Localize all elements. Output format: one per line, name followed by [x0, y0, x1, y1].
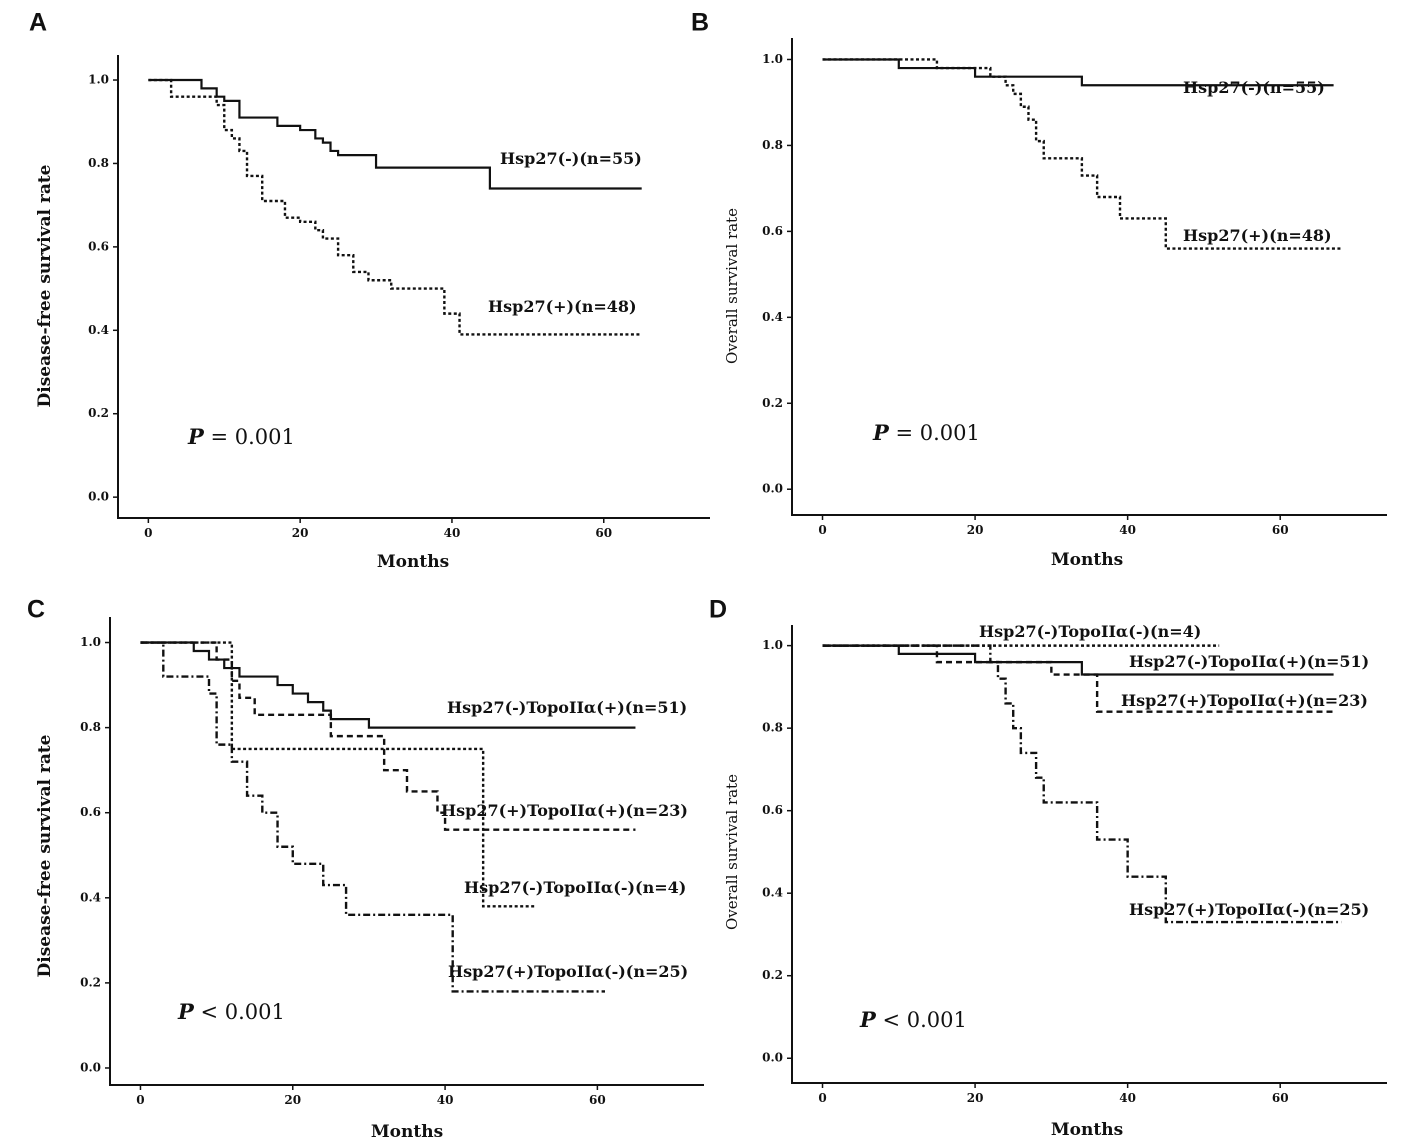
y-tick-label: 0.2: [762, 968, 783, 982]
km-curve-hsp27-pos-n-48: [148, 78, 642, 336]
x-tick-label: 60: [595, 526, 612, 540]
km-curve-hsp27-pos-n-48: [822, 58, 1342, 250]
curve-label-hsp27-pos-n-48: Hsp27(+)(n=48): [488, 297, 637, 316]
x-tick-label: 0: [818, 1091, 826, 1105]
y-tick-label: 0.4: [88, 323, 109, 337]
p-value-symbol: P: [177, 999, 195, 1024]
p-value-symbol: P: [187, 424, 205, 449]
km-curve-hsp27-postopoiia-pos-n-23: [822, 644, 1334, 713]
axis-frame: [791, 625, 1387, 1084]
panel-letter: D: [709, 596, 727, 624]
x-tick-label: 20: [967, 523, 984, 537]
p-value-symbol: P: [859, 1007, 877, 1032]
y-tick-label: 0.0: [762, 482, 783, 496]
y-tick-label: 0.4: [762, 886, 783, 900]
p-value-symbol: P: [872, 420, 890, 445]
axis-frame: [117, 55, 710, 519]
x-tick-label: 60: [1272, 523, 1289, 537]
x-axis-title: Months: [377, 552, 449, 572]
curve-label-hsp27-negtopoiia-pos-n-51: Hsp27(-)TopoIIα(+)(n=51): [447, 698, 687, 717]
curve-label-hsp27-neg-n-55: Hsp27(-)(n=55): [500, 149, 642, 168]
panel-b: B 0.0 0.2 0.4 0.6 0.8 1.0 0 20 40 60 Months Overall …: [691, 9, 1387, 570]
x-tick-label: 20: [292, 526, 309, 540]
km-curve-hsp27-negtopoiia-pos-n-51: [822, 644, 1334, 676]
km-curve-hsp27-negtopoiia-neg-n-4: [140, 641, 537, 908]
y-tick-label: 0.4: [80, 890, 101, 904]
km-curve-hsp27-neg-n-55: [148, 78, 642, 190]
y-tick-label: 0.0: [762, 1051, 783, 1065]
y-tick-label: 0.2: [88, 406, 109, 420]
y-tick-label: 1.0: [80, 635, 101, 649]
panel-letter: C: [27, 596, 45, 624]
y-tick-label: 0.8: [762, 721, 783, 735]
x-axis-title: Months: [371, 1122, 443, 1142]
y-tick-label: 0.8: [88, 156, 109, 170]
p-value: P = 0.001: [872, 420, 980, 445]
km-curve-hsp27-postopoiia-neg-n-25: [822, 644, 1342, 924]
x-tick-label: 40: [444, 526, 461, 540]
panel-c: C 0.0 0.2 0.4 0.6 0.8 1.0 0 20 40 60 Months Disease-…: [27, 596, 704, 1142]
panel-letter: A: [29, 9, 47, 37]
panel-a: A 0.0 0.2 0.4 0.6 0.8 1.0 0 20 40 60 Months Disease-…: [29, 9, 710, 572]
x-tick-label: 40: [1119, 1091, 1136, 1105]
y-tick-label: 0.8: [80, 720, 101, 734]
p-value-text: < 0.001: [876, 1008, 967, 1032]
y-tick-label: 0.2: [80, 975, 101, 989]
x-tick-label: 0: [818, 523, 826, 537]
y-axis-title: Disease-free survival rate: [35, 734, 55, 977]
y-axis-title: Disease-free survival rate: [35, 164, 55, 407]
p-value: P < 0.001: [177, 999, 285, 1024]
curve-label-hsp27-postopoiia-pos-n-23: Hsp27(+)TopoIIα(+)(n=23): [1121, 691, 1368, 710]
y-tick-label: 0.8: [762, 138, 783, 152]
y-tick-label: 0.6: [88, 239, 109, 253]
x-tick-label: 40: [437, 1093, 454, 1107]
curve-label-hsp27-postopoiia-pos-n-23: Hsp27(+)TopoIIα(+)(n=23): [441, 801, 688, 820]
p-value-text: = 0.001: [204, 425, 295, 449]
curve-label-hsp27-negtopoiia-pos-n-51: Hsp27(-)TopoIIα(+)(n=51): [1129, 652, 1369, 671]
y-tick-label: 0.6: [762, 803, 783, 817]
y-tick-label: 0.6: [762, 224, 783, 238]
x-tick-label: 0: [136, 1093, 144, 1107]
y-axis-title: Overall survival rate: [723, 774, 741, 930]
x-tick-label: 20: [284, 1093, 301, 1107]
x-axis-title: Months: [1051, 1120, 1123, 1140]
y-tick-label: 0.2: [762, 396, 783, 410]
p-value-text: = 0.001: [889, 421, 980, 445]
km-curve-hsp27-postopoiia-neg-n-25: [140, 641, 605, 993]
curve-label-hsp27-postopoiia-neg-n-25: Hsp27(+)TopoIIα(-)(n=25): [1129, 900, 1369, 919]
km-curve-hsp27-neg-n-55: [822, 58, 1334, 87]
curve-label-hsp27-postopoiia-neg-n-25: Hsp27(+)TopoIIα(-)(n=25): [448, 962, 688, 981]
y-tick-label: 0.0: [88, 490, 109, 504]
x-tick-label: 60: [589, 1093, 606, 1107]
x-tick-label: 20: [967, 1091, 984, 1105]
axis-frame: [109, 617, 704, 1086]
p-value: P < 0.001: [859, 1007, 967, 1032]
y-axis-title: Overall survival rate: [723, 208, 741, 364]
curve-label-hsp27-negtopoiia-neg-n-4: Hsp27(-)TopoIIα(-)(n=4): [979, 622, 1201, 641]
curve-label-hsp27-negtopoiia-neg-n-4: Hsp27(-)TopoIIα(-)(n=4): [464, 878, 686, 897]
x-tick-label: 0: [144, 526, 152, 540]
y-tick-label: 0.4: [762, 310, 783, 324]
y-tick-label: 1.0: [88, 73, 109, 87]
p-value-text: < 0.001: [194, 1000, 285, 1024]
panel-d: D 0.0 0.2 0.4 0.6 0.8 1.0 0 20 40 60 Months Overall …: [709, 596, 1387, 1140]
curve-label-hsp27-pos-n-48: Hsp27(+)(n=48): [1183, 226, 1332, 245]
x-tick-label: 60: [1272, 1091, 1289, 1105]
curve-label-hsp27-neg-n-55: Hsp27(-)(n=55): [1183, 78, 1325, 97]
panel-letter: B: [691, 9, 709, 37]
y-tick-label: 1.0: [762, 638, 783, 652]
y-tick-label: 1.0: [762, 52, 783, 66]
y-tick-label: 0.6: [80, 805, 101, 819]
axis-frame: [791, 38, 1387, 516]
x-axis-title: Months: [1051, 550, 1123, 570]
y-tick-label: 0.0: [80, 1060, 101, 1074]
p-value: P = 0.001: [187, 424, 295, 449]
x-tick-label: 40: [1119, 523, 1136, 537]
